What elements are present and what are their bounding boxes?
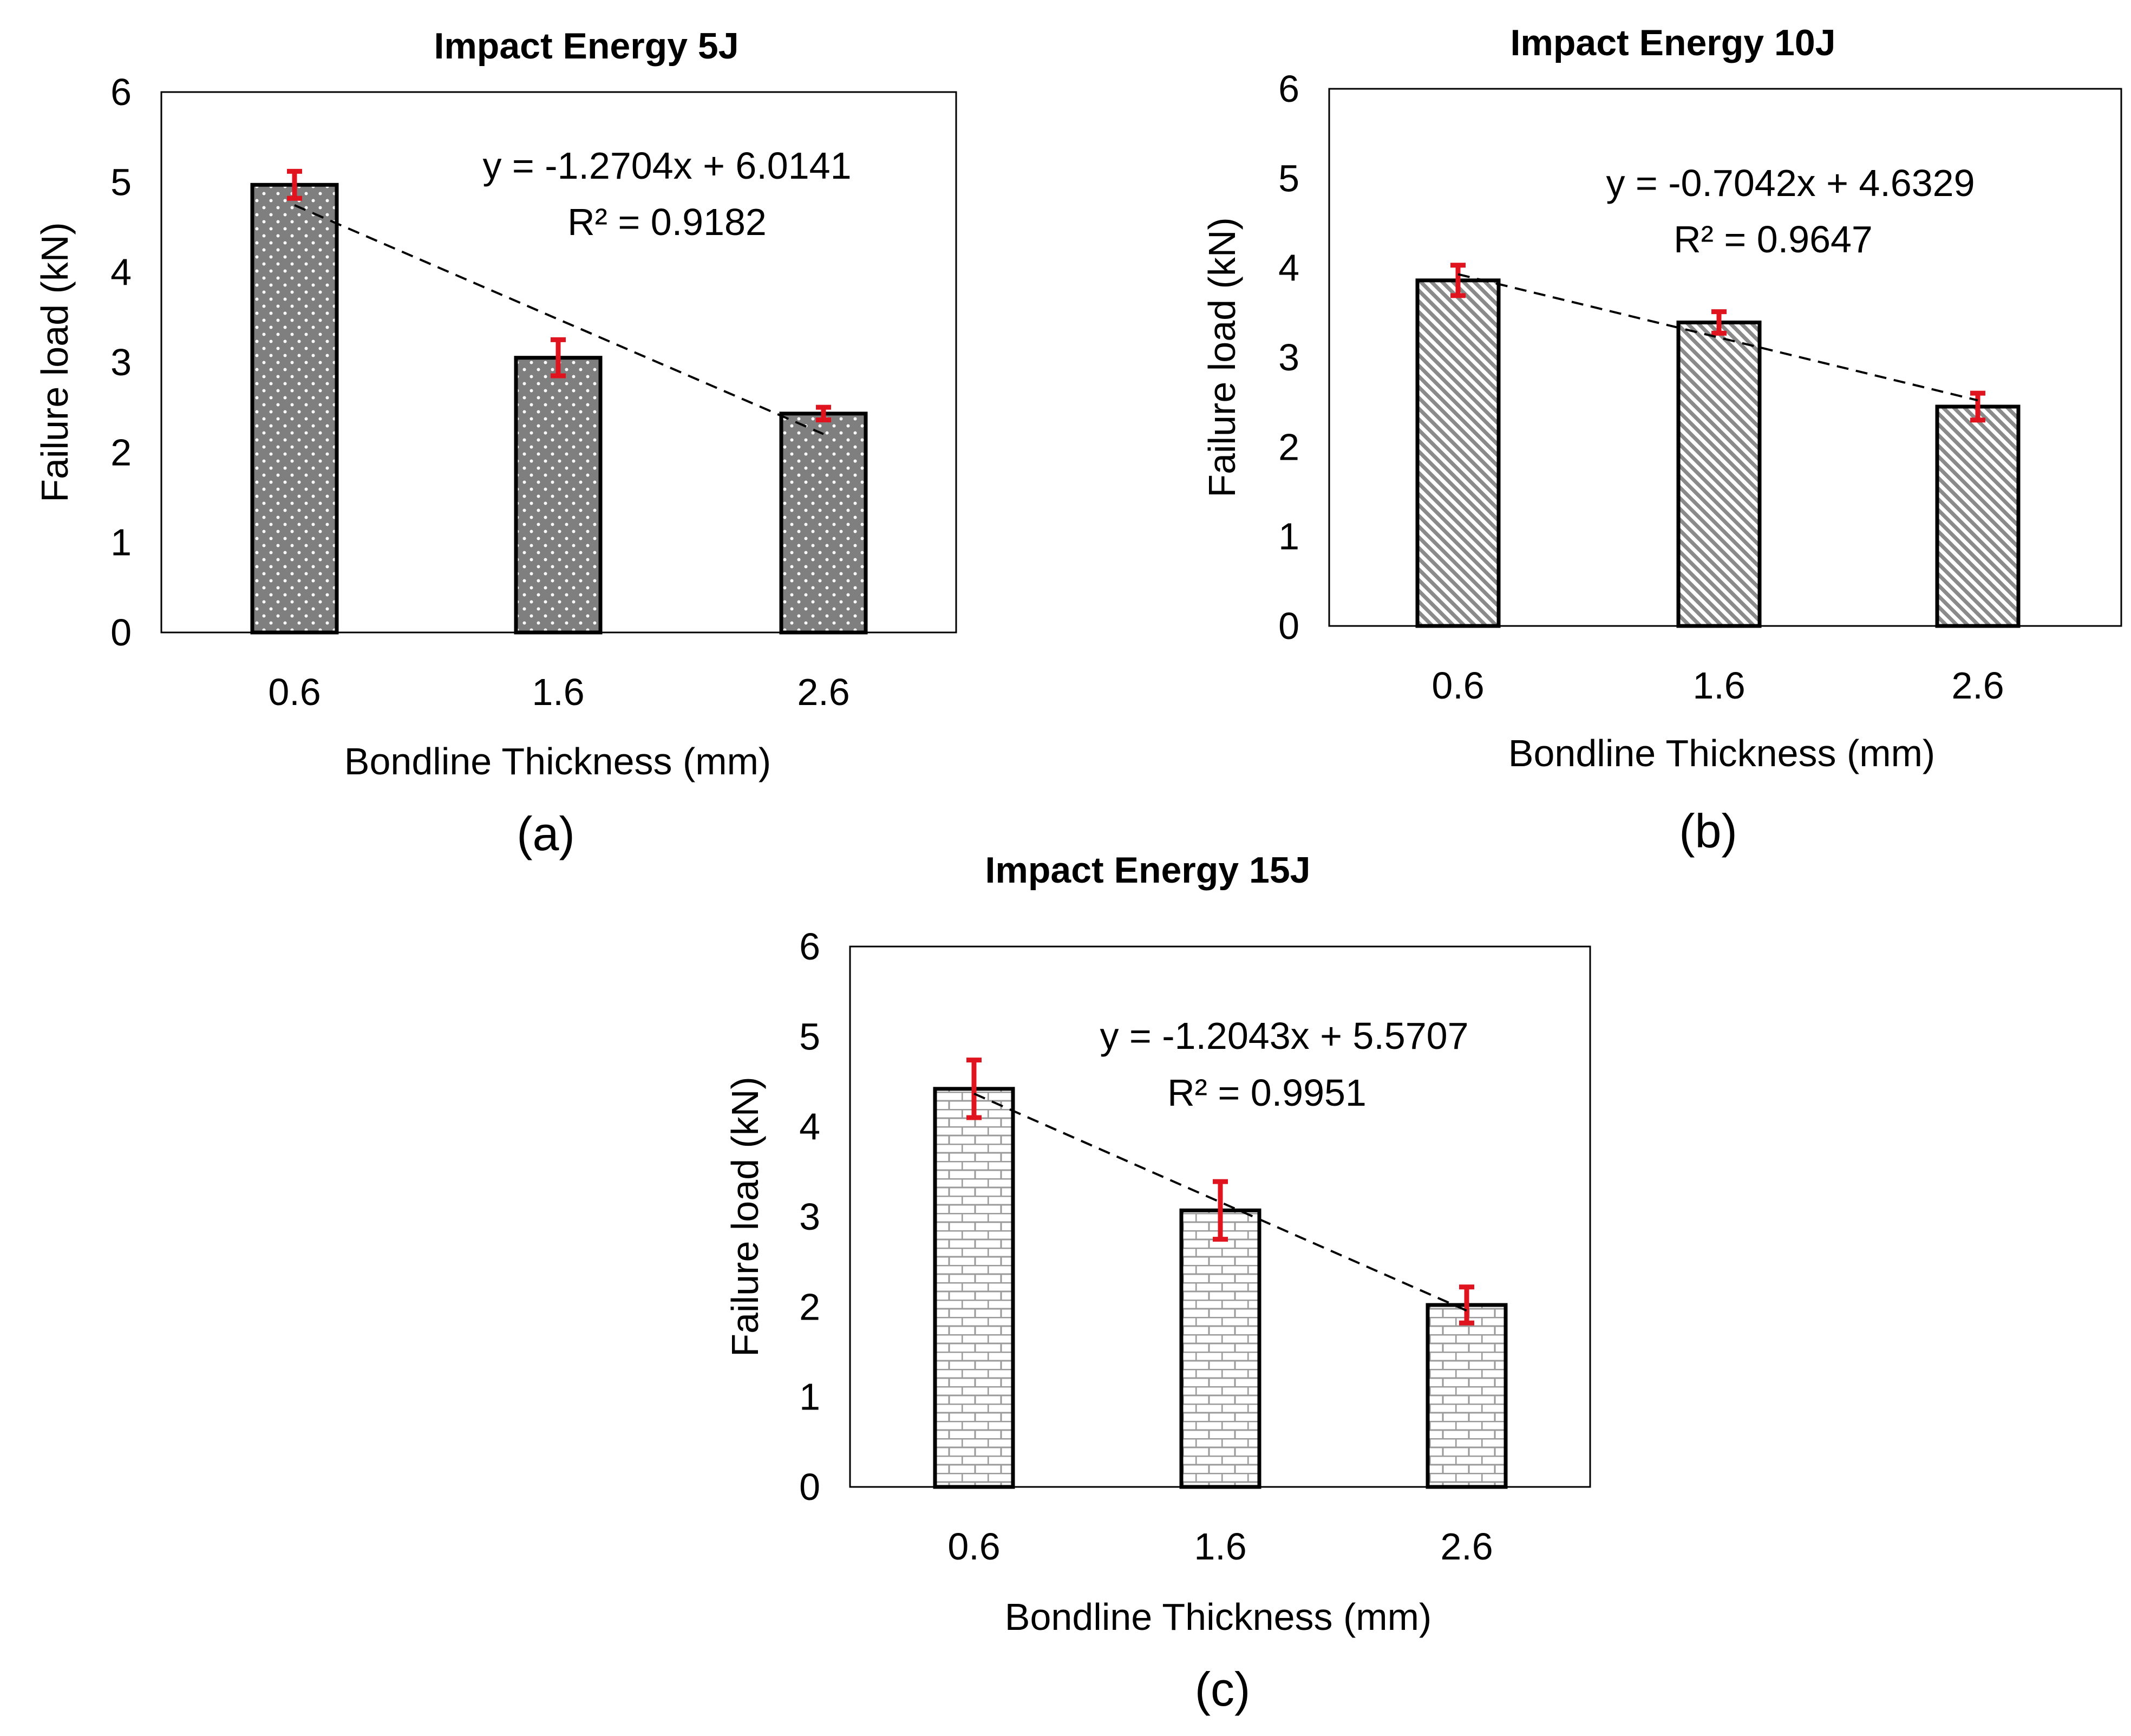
- y-tick-label: 1: [1278, 515, 1299, 558]
- x-tick-label: 1.6: [532, 671, 584, 713]
- y-tick-label: 5: [110, 161, 132, 203]
- trendline: [973, 1092, 1467, 1312]
- bar: [779, 412, 868, 635]
- x-tick-label: 1.6: [1692, 664, 1745, 707]
- y-tick-label: 3: [1278, 336, 1299, 378]
- panel-label: (a): [517, 807, 575, 860]
- y-tick-label: 4: [1278, 247, 1299, 289]
- x-tick-label: 0.6: [268, 671, 321, 713]
- trendline: [1457, 273, 1978, 402]
- error-bar: [1459, 1284, 1474, 1326]
- error-bar: [1711, 309, 1727, 336]
- y-tick-label: 1: [799, 1376, 820, 1418]
- y-axis-label: Failure load (kN): [34, 222, 76, 502]
- panel-label: (c): [1195, 1662, 1251, 1716]
- x-tick-label: 2.6: [797, 671, 849, 713]
- y-axis-label: Failure load (kN): [1201, 217, 1243, 497]
- y-tick-label: 2: [799, 1285, 820, 1328]
- bar: [250, 182, 339, 635]
- y-tick-label: 6: [799, 925, 820, 968]
- y-tick-label: 5: [799, 1015, 820, 1058]
- bar: [514, 356, 603, 635]
- trendline-equation: y = -1.2704x + 6.0141: [482, 145, 851, 187]
- error-bar: [1970, 390, 1985, 423]
- x-axis-label: Bondline Thickness (mm): [1005, 1596, 1431, 1638]
- error-bar: [966, 1058, 982, 1120]
- x-tick-label: 1.6: [1194, 1525, 1246, 1568]
- y-tick-label: 3: [799, 1196, 820, 1238]
- trendline-equation: y = -0.7042x + 4.6329: [1606, 162, 1975, 204]
- chart-panel-a: Impact Energy 5J 0 1 2 3 4 5 6 0.6 1.6 2.6 y = -…: [34, 25, 957, 860]
- x-tick-label: 0.6: [947, 1525, 1000, 1568]
- y-tick-label: 6: [110, 71, 132, 113]
- y-tick-label: 4: [799, 1106, 820, 1148]
- bar: [1676, 321, 1762, 628]
- y-tick-label: 2: [110, 431, 132, 473]
- y-tick-label: 1: [110, 521, 132, 564]
- bar: [1415, 278, 1501, 628]
- y-axis-label: Failure load (kN): [724, 1076, 766, 1356]
- trendline-r-squared: R² = 0.9951: [1167, 1072, 1367, 1114]
- x-axis-label: Bondline Thickness (mm): [344, 740, 771, 782]
- y-tick-label: 5: [1278, 157, 1299, 199]
- error-bar: [1450, 263, 1466, 298]
- chart-panel-c: Impact Energy 15J 0 1 2 3 4 5 6 0.6 1.6 2.6 y = …: [724, 850, 1591, 1716]
- error-bar: [551, 337, 566, 378]
- bar: [1179, 1208, 1261, 1489]
- bar: [1426, 1303, 1508, 1489]
- trendline-equation: y = -1.2043x + 5.5707: [1100, 1015, 1468, 1057]
- y-tick-label: 3: [110, 341, 132, 383]
- chart-title: Impact Energy 5J: [434, 25, 738, 67]
- panel-label: (b): [1679, 804, 1737, 858]
- error-bar: [1213, 1179, 1228, 1242]
- x-tick-label: 2.6: [1440, 1525, 1493, 1568]
- x-tick-label: 2.6: [1951, 664, 2004, 707]
- y-tick-label: 0: [110, 611, 132, 654]
- error-bar: [287, 168, 302, 201]
- x-tick-label: 0.6: [1431, 664, 1484, 707]
- chart-title: Impact Energy 15J: [985, 850, 1311, 891]
- y-tick-label: 4: [110, 251, 132, 293]
- bar: [1935, 404, 2021, 628]
- y-tick-label: 0: [1278, 605, 1299, 647]
- y-tick-label: 2: [1278, 426, 1299, 468]
- y-tick-label: 6: [1278, 68, 1299, 110]
- trendline-r-squared: R² = 0.9647: [1674, 218, 1873, 260]
- chart-panel-b: Impact Energy 10J 0 1 2 3 4 5 6 0.6 1.6 2.6 y = …: [1201, 22, 2122, 858]
- error-bar: [816, 404, 831, 422]
- trendline-r-squared: R² = 0.9182: [567, 201, 767, 243]
- bar: [933, 1087, 1015, 1489]
- chart-title: Impact Energy 10J: [1511, 22, 1836, 63]
- x-axis-label: Bondline Thickness (mm): [1508, 732, 1935, 774]
- y-tick-label: 0: [799, 1466, 820, 1508]
